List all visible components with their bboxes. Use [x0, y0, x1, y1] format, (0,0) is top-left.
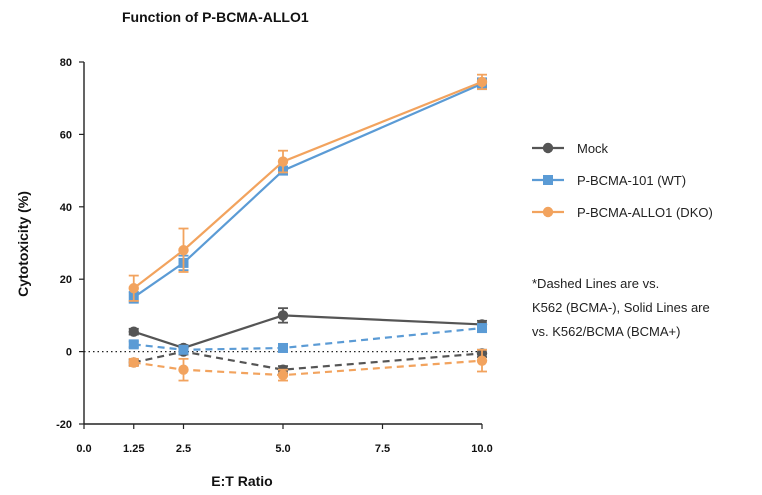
data-point	[128, 339, 139, 350]
y-tick-label: 0	[66, 347, 72, 359]
data-point	[277, 156, 289, 167]
data-point	[477, 323, 487, 334]
series-line	[133, 359, 483, 377]
series-3	[128, 323, 487, 355]
series-5	[128, 348, 488, 382]
x-tick-label: 1.25	[123, 443, 144, 455]
data-point	[128, 283, 139, 294]
annotation-line: *Dashed Lines are vs.	[532, 276, 660, 291]
x-tick-label: 7.5	[375, 443, 390, 455]
annotation-line: K562 (BCMA-), Solid Lines are	[532, 300, 710, 315]
data-point	[178, 344, 189, 355]
legend-label: P-BCMA-ALLO1 (DKO)	[577, 205, 713, 220]
data-point	[278, 342, 288, 353]
legend: Mock P-BCMA-101 (WT) P-BCMA-ALLO1 (DKO)	[532, 141, 713, 220]
legend-marker	[542, 142, 554, 154]
series-line	[133, 326, 483, 351]
y-tick-label: 80	[60, 57, 72, 69]
legend-item: Mock	[532, 141, 609, 156]
x-tick-label: 2.5	[176, 443, 191, 455]
y-axis-label: Cytotoxicity (%)	[15, 191, 31, 297]
x-tick-label: 10.0	[471, 443, 492, 455]
data-point	[277, 310, 289, 321]
x-tick-label: 0.0	[76, 443, 91, 455]
series-2	[128, 77, 487, 304]
series-line	[133, 82, 483, 299]
series-4	[128, 73, 488, 302]
data-point	[277, 369, 289, 381]
data-point	[476, 76, 488, 88]
y-tick-label: -20	[56, 419, 72, 431]
y-tick-label: 60	[60, 129, 72, 141]
y-tick-label: 20	[60, 274, 72, 286]
data-point	[128, 357, 139, 368]
data-point	[178, 245, 189, 256]
x-axis-label: E:T Ratio	[211, 473, 272, 489]
plot-area	[128, 73, 488, 382]
chart-title: Function of P-BCMA-ALLO1	[122, 9, 309, 25]
legend-item: P-BCMA-101 (WT)	[532, 173, 686, 188]
series-line	[133, 350, 483, 371]
data-point	[178, 364, 189, 375]
series-line	[133, 80, 483, 290]
y-tick-label: 40	[60, 202, 72, 214]
legend-marker	[542, 206, 554, 218]
axes: -20 0 20 40 60 80 0.0 1.25 2.5 5.0 7.5 10.0	[56, 57, 493, 455]
legend-label: Mock	[577, 141, 609, 156]
data-point	[128, 326, 139, 337]
legend-item: P-BCMA-ALLO1 (DKO)	[532, 205, 713, 220]
legend-label: P-BCMA-101 (WT)	[577, 173, 686, 188]
x-tick-label: 5.0	[275, 443, 290, 455]
legend-marker	[543, 175, 553, 185]
series-line	[133, 314, 483, 350]
data-point	[476, 355, 488, 366]
chart-annotation: *Dashed Lines are vs. K562 (BCMA-), Soli…	[532, 272, 757, 344]
annotation-line: vs. K562/BCMA (BCMA+)	[532, 324, 681, 339]
